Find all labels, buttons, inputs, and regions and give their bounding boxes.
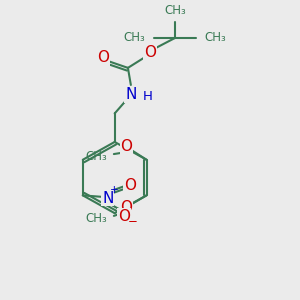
Text: O: O — [144, 45, 156, 60]
Text: O: O — [118, 209, 130, 224]
Text: O: O — [121, 140, 133, 154]
Text: −: − — [128, 214, 138, 227]
Text: CH₃: CH₃ — [85, 212, 107, 225]
Text: O: O — [97, 50, 109, 65]
Text: O: O — [121, 200, 133, 215]
Text: +: + — [110, 185, 118, 195]
Text: O: O — [124, 178, 136, 193]
Text: N: N — [125, 87, 136, 102]
Text: H: H — [143, 90, 153, 103]
Text: CH₃: CH₃ — [164, 4, 186, 16]
Text: CH₃: CH₃ — [85, 150, 107, 164]
Text: CH₃: CH₃ — [124, 32, 146, 44]
Text: N: N — [102, 191, 113, 206]
Text: CH₃: CH₃ — [205, 32, 226, 44]
